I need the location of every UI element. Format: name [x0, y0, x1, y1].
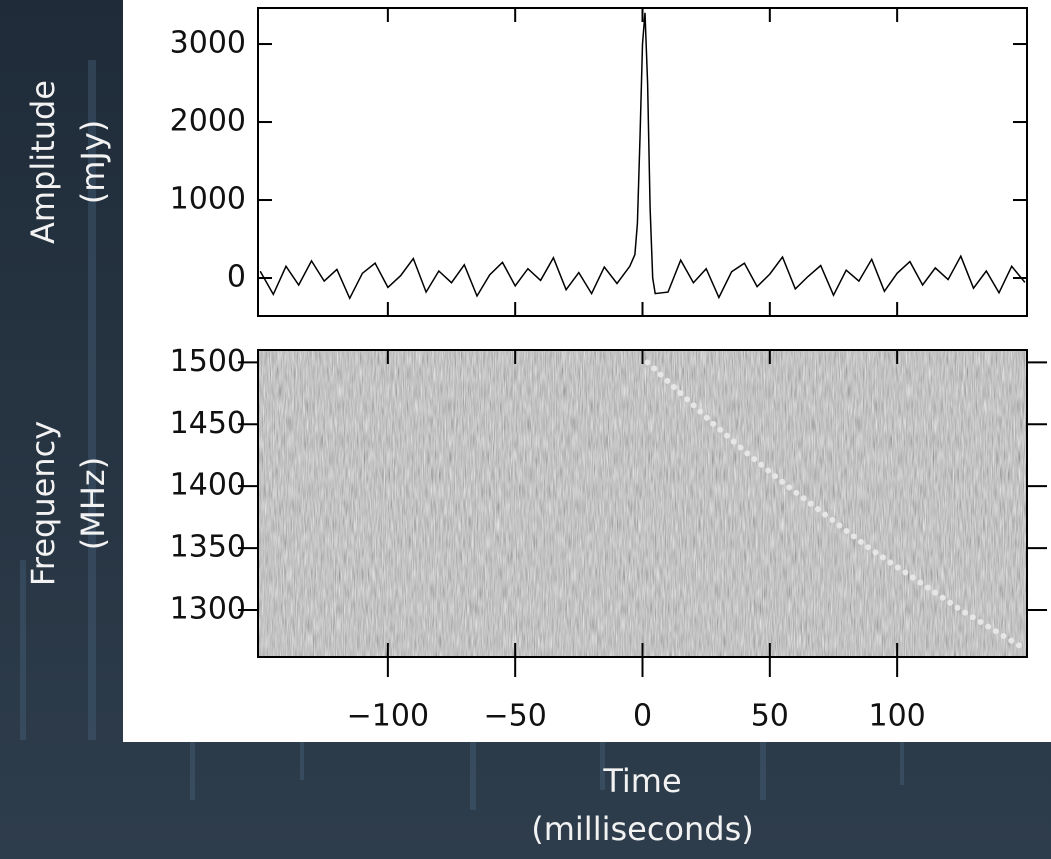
x-tick-label: 0: [633, 699, 652, 734]
y-tick-label: 2000: [170, 104, 246, 139]
y-axis-label: (MHz): [74, 457, 112, 550]
y-tick-label: 1300: [170, 591, 246, 626]
x-tick-label: 100: [869, 699, 926, 734]
amplitude-line: [259, 12, 1026, 301]
x-tick-label: 50: [751, 699, 789, 734]
x-tick-label: −100: [347, 699, 429, 734]
y-tick-label: 1500: [170, 344, 246, 379]
y-tick-label: 1350: [170, 530, 246, 565]
y-axis-label: Frequency: [24, 421, 62, 586]
x-axis-label: (milliseconds): [531, 810, 754, 848]
y-axis-label: Amplitude: [24, 80, 62, 244]
y-tick-label: 1000: [170, 182, 246, 217]
y-tick-label: 1400: [170, 468, 246, 503]
decor-bars: [20, 60, 904, 810]
x-tick-label: −50: [484, 699, 547, 734]
spectrum-texture: [258, 350, 1027, 657]
y-tick-label: 3000: [170, 26, 246, 61]
y-tick-label: 0: [227, 260, 246, 295]
y-axis-label: (mJy): [74, 120, 112, 205]
x-axis-label: Time: [602, 762, 681, 800]
y-tick-label: 1450: [170, 406, 246, 441]
